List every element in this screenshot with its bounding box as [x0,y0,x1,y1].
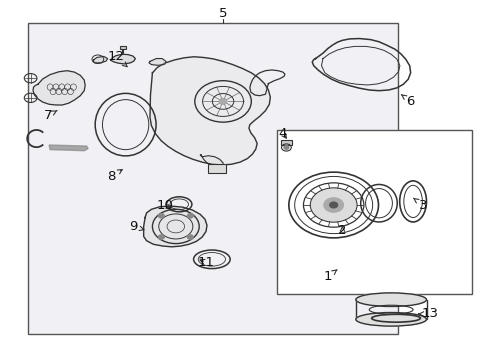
Bar [277,130,471,294]
Text: 2: 2 [338,224,347,237]
Text: 7: 7 [44,109,57,122]
Circle shape [324,198,343,212]
Text: 13: 13 [418,307,439,320]
Text: 11: 11 [197,256,215,269]
Circle shape [330,202,338,208]
Circle shape [158,235,164,239]
Text: 8: 8 [107,170,122,183]
Polygon shape [33,71,85,105]
Text: 12: 12 [107,50,127,67]
Ellipse shape [356,293,426,306]
Circle shape [219,99,227,104]
Text: 4: 4 [279,127,287,140]
Circle shape [158,214,164,218]
Polygon shape [200,155,223,168]
Text: 5: 5 [219,8,227,21]
Ellipse shape [356,312,426,326]
Polygon shape [144,206,207,247]
Circle shape [187,214,193,218]
Circle shape [187,235,193,239]
Text: 3: 3 [414,198,427,212]
Polygon shape [150,57,270,165]
Text: 6: 6 [401,95,415,108]
Polygon shape [149,59,166,65]
Text: 1: 1 [323,270,337,283]
Bar [208,164,225,173]
Bar [28,23,398,334]
Bar [120,46,126,49]
Circle shape [310,188,357,222]
Circle shape [284,146,289,149]
Polygon shape [49,145,88,151]
Polygon shape [93,57,108,63]
Bar [281,140,292,145]
Text: 9: 9 [129,220,144,233]
Text: 10: 10 [156,198,173,212]
Polygon shape [111,54,135,64]
